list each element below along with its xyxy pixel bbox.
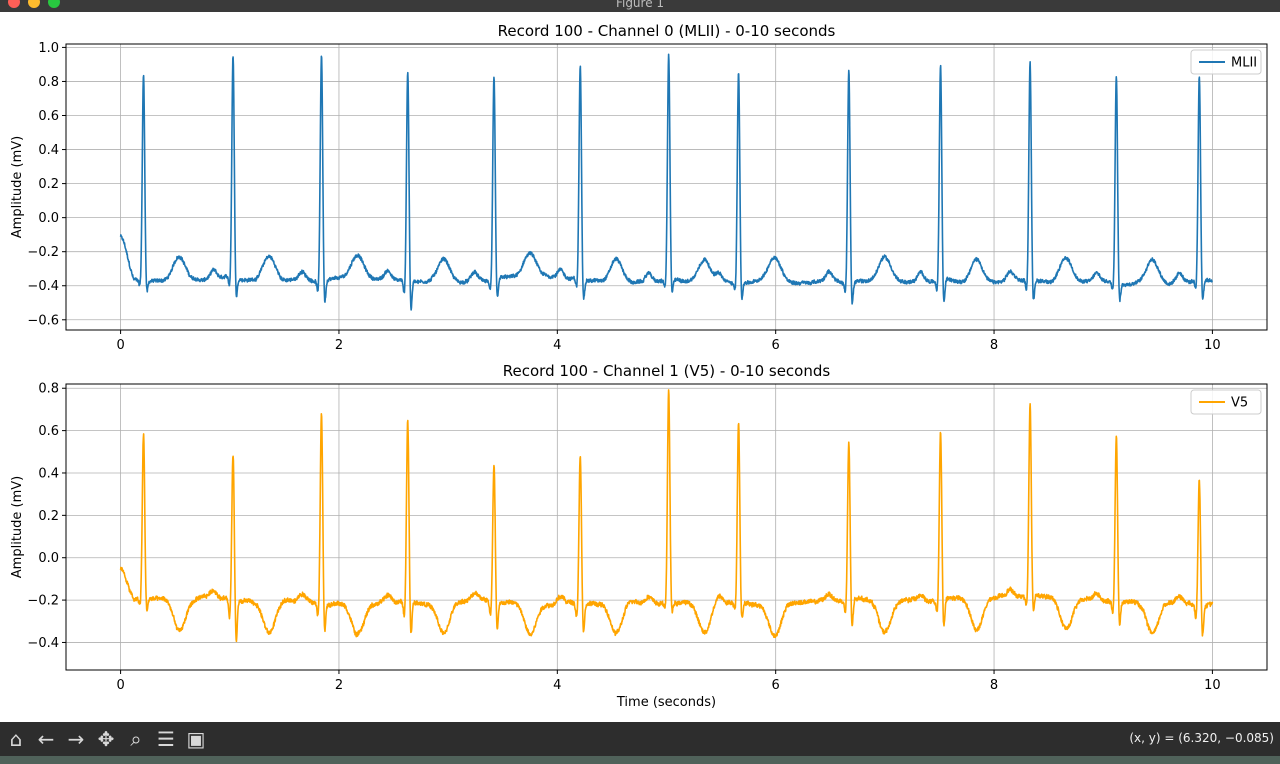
y-tick-label: −0.6	[27, 313, 59, 328]
home-button[interactable]: ⌂	[2, 725, 30, 753]
close-window-button[interactable]	[8, 0, 20, 8]
figure-canvas[interactable]: 0 2 4 6 8 10 −0.6 −0.4 −0.2 0.0 0.2 0.4 0.6 0.8 1.0 Rec…	[0, 12, 1280, 722]
minimize-window-button[interactable]	[28, 0, 40, 8]
y-tick-label: 0.4	[38, 466, 59, 481]
chart-title: Record 100 - Channel 0 (MLII) - 0-10 sec…	[498, 22, 836, 40]
chart-title: Record 100 - Channel 1 (V5) - 0-10 secon…	[503, 362, 831, 380]
y-axis-label: Amplitude (mV)	[10, 476, 25, 578]
y-tick-label: 0.0	[38, 211, 59, 226]
x-tick-label: 4	[553, 678, 561, 693]
y-tick-label: 0.4	[38, 143, 59, 158]
y-tick-label: −0.2	[27, 245, 59, 260]
axes-frame	[65, 383, 1268, 671]
x-tick-label: 2	[335, 678, 343, 693]
magnifier-icon: ⌕	[130, 727, 142, 751]
cursor-coordinates: (x, y) = (6.320, −0.085)	[1129, 731, 1274, 745]
y-axis-label: Amplitude (mV)	[10, 136, 25, 238]
window-titlebar: Figure 1	[0, 0, 1280, 12]
x-tick-label: 8	[990, 338, 998, 353]
y-tick-label: 0.2	[38, 177, 59, 192]
x-tick-label: 10	[1204, 678, 1221, 693]
move-icon: ✥	[97, 727, 115, 751]
y-tick-label: 0.8	[38, 75, 59, 90]
y-tick-label: 0.0	[38, 551, 59, 566]
legend-entry: V5	[1231, 396, 1248, 411]
series-line-mlii	[119, 53, 1213, 311]
subplot-1: 0 2 4 6 8 10 −0.6 −0.4 −0.2 0.0 0.2 0.4 0.6 0.8 1.0 Rec…	[10, 22, 1268, 353]
x-axis-label: Time (seconds)	[616, 695, 716, 710]
x-tick-label: 4	[553, 338, 561, 353]
x-tick-label: 0	[116, 338, 124, 353]
x-tick-label: 6	[772, 678, 780, 693]
configure-subplots-button[interactable]: ☰	[152, 725, 180, 753]
legend-box	[1190, 49, 1262, 75]
window-title: Figure 1	[615, 0, 665, 10]
axes-frame	[65, 43, 1268, 331]
forward-button[interactable]: →	[62, 725, 90, 753]
y-tick-label: 0.6	[38, 109, 59, 124]
x-tick-label: 2	[335, 338, 343, 353]
y-tick-label: 0.8	[38, 382, 59, 397]
window-bottom-edge	[0, 756, 1280, 764]
x-tick-label: 8	[990, 678, 998, 693]
floppy-disk-icon: ▣	[186, 727, 206, 751]
series-line-v5	[119, 389, 1214, 643]
arrow-left-icon: ←	[37, 727, 55, 751]
legend-box	[1190, 389, 1262, 415]
home-icon: ⌂	[9, 727, 23, 751]
y-tick-label: 1.0	[38, 41, 59, 56]
arrow-right-icon: →	[67, 727, 85, 751]
legend: MLII	[1190, 49, 1262, 75]
y-tick-label: −0.2	[27, 594, 59, 609]
legend: V5	[1190, 389, 1262, 415]
y-tick-label: 0.6	[38, 424, 59, 439]
sliders-icon: ☰	[157, 727, 175, 751]
maximize-window-button[interactable]	[48, 0, 60, 8]
legend-entry: MLII	[1231, 56, 1257, 71]
y-tick-label: −0.4	[27, 279, 59, 294]
y-tick-label: 0.2	[38, 509, 59, 524]
x-tick-label: 0	[116, 678, 124, 693]
y-tick-label: −0.4	[27, 636, 59, 651]
subplot-2: 0 2 4 6 8 10 −0.4 −0.2 0.0 0.2 0.4 0.6 0.8 Record 100…	[10, 362, 1268, 710]
x-tick-label: 6	[772, 338, 780, 353]
zoom-button[interactable]: ⌕	[122, 725, 150, 753]
x-tick-label: 10	[1204, 338, 1221, 353]
back-button[interactable]: ←	[32, 725, 60, 753]
navigation-toolbar: ⌂ ← → ✥ ⌕ ☰ ▣ (x, y) = (6.320, −0.085)	[0, 722, 1280, 756]
pan-button[interactable]: ✥	[92, 725, 120, 753]
save-figure-button[interactable]: ▣	[182, 725, 210, 753]
